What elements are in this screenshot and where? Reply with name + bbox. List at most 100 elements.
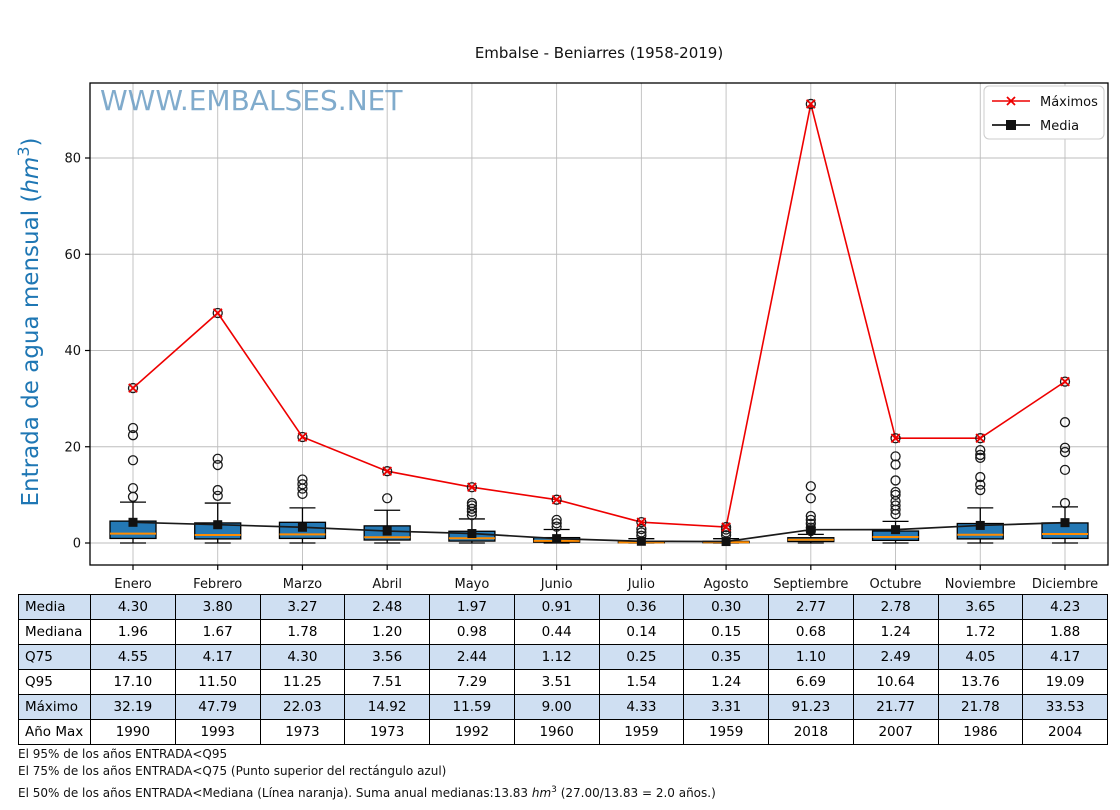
table-row-label: Q75 (18, 644, 91, 670)
table-cell: 47.79 (174, 694, 261, 720)
outlier-point (890, 459, 901, 470)
x-tick-label: Febrero (193, 577, 242, 592)
legend-label-media: Media (1040, 119, 1079, 134)
table-cell: 1.78 (259, 619, 346, 645)
table-cell: 1973 (259, 719, 346, 745)
table-cell: 4.30 (90, 594, 176, 620)
table-cell: 1959 (598, 719, 685, 745)
x-tick-label: Septiembre (773, 577, 848, 592)
outlier-point (1059, 442, 1071, 453)
outlier-point (805, 481, 816, 492)
outlier-point (127, 482, 139, 494)
table-cell: 0.98 (429, 619, 515, 645)
table-cell: 4.05 (937, 644, 1024, 670)
outlier-point (551, 521, 562, 532)
footnote-line-2: El 75% de los años ENTRADA<Q75 (Punto su… (18, 764, 447, 778)
outlier-point (890, 486, 901, 498)
table-cell: 4.30 (259, 644, 346, 670)
media-marker (297, 522, 307, 532)
table-cell: 1992 (429, 719, 515, 745)
outlier-point (1059, 497, 1071, 509)
x-tick-label: Mayo (454, 577, 489, 592)
y-tick-label: 0 (73, 537, 81, 552)
table-cell: 1960 (513, 719, 600, 745)
maximos-marker (1060, 376, 1070, 387)
maximos-line (132, 103, 1066, 528)
media-marker (975, 520, 985, 530)
table-cell: 1.54 (598, 669, 685, 695)
table-cell: 1973 (344, 719, 430, 745)
maximos-marker (467, 482, 477, 493)
maximos-marker (212, 308, 223, 318)
table-cell: 2007 (852, 719, 939, 745)
table-row-label: Máximo (18, 694, 91, 720)
plot-frame (89, 82, 1109, 566)
outlier-point (382, 493, 393, 504)
outlier-point (212, 490, 223, 501)
table-cell: 2018 (768, 719, 854, 745)
watermark: WWW.EMBALSES.NET (100, 84, 403, 117)
table-cell: 3.31 (683, 694, 769, 720)
table-cell: 10.64 (852, 669, 939, 695)
table-cell: 1.97 (429, 594, 515, 620)
table-cell: 6.69 (768, 669, 854, 695)
media-marker (382, 526, 392, 536)
media-marker (213, 520, 223, 530)
maximos-marker (805, 98, 816, 110)
outlier-point (890, 500, 901, 511)
outlier-point (890, 489, 901, 501)
table-cell: 3.65 (937, 594, 1024, 620)
outlier-point (1059, 446, 1071, 458)
table-cell: 3.56 (344, 644, 430, 670)
table-cell: 0.91 (513, 594, 600, 620)
outlier-point (127, 422, 139, 434)
maximos-marker (805, 99, 816, 109)
footnote-line-3: El 50% de los años ENTRADA<Mediana (Líne… (18, 785, 716, 800)
maximos-marker (890, 433, 901, 444)
table-cell: 11.59 (429, 694, 515, 720)
table-cell: 0.15 (683, 619, 769, 645)
table-cell: 2.44 (429, 644, 515, 670)
table-cell: 4.33 (598, 694, 685, 720)
outlier-point (975, 479, 986, 490)
table-cell: 1.24 (683, 669, 769, 695)
outlier-point (212, 459, 223, 471)
table-cell: 7.29 (429, 669, 515, 695)
table-row: Q75 4.55 4.17 4.30 3.56 2.44 1.12 0.25 0.35 1.10 2… (18, 644, 1108, 670)
x-tick-label: Abril (372, 577, 402, 592)
chart-plot: WWW.EMBALSES.NET 0 20 40 60 80 Enero Febrero Ma… (14, 82, 1109, 593)
table-cell: 2.77 (768, 594, 854, 620)
table-cell: 2.49 (852, 644, 939, 670)
x-tick-label: Agosto (704, 577, 749, 592)
maximos-marker (297, 431, 308, 443)
maximos-marker (466, 482, 478, 493)
outlier-point (551, 518, 562, 529)
x-tick-label: Octubre (870, 577, 922, 592)
table-cell: 1.12 (513, 644, 600, 670)
maximos-marker (551, 494, 562, 505)
maximos-marker (551, 494, 562, 505)
table-row: Q95 17.10 11.50 11.25 7.51 7.29 3.51 1.54 1.24 6.… (18, 669, 1108, 695)
gridlines (90, 83, 1108, 565)
media-marker (552, 534, 562, 544)
table-cell: 2.48 (344, 594, 430, 620)
table-cell: 2004 (1022, 719, 1108, 745)
outlier-point (975, 471, 986, 483)
axis-ticks: 0 20 40 60 80 Enero Febrero Marzo Abril Mayo Junio… (64, 152, 1098, 593)
y-tick-label: 80 (64, 152, 81, 167)
table-row: Mediana 1.96 1.67 1.78 1.20 0.98 0.44 0.14 0.15 0… (18, 619, 1108, 645)
footnote-line-3-text: El 50% de los años ENTRADA<Mediana (Líne… (18, 786, 532, 800)
maximos-marker (128, 383, 138, 393)
outlier-point (466, 503, 478, 514)
table-cell: 7.51 (344, 669, 430, 695)
table-cell: 1.72 (937, 619, 1024, 645)
outlier-point (297, 479, 308, 490)
table-cell: 19.09 (1022, 669, 1108, 695)
footnote-line-3-text2: (27.00/13.83 = 2.0 años.) (556, 786, 716, 800)
table-cell: 14.92 (344, 694, 430, 720)
table-cell: 17.10 (90, 669, 176, 695)
maximos-marker (975, 433, 986, 444)
legend: Máximos Media (983, 85, 1105, 140)
x-tick-label: Marzo (283, 577, 322, 592)
table-cell: 21.78 (937, 694, 1024, 720)
